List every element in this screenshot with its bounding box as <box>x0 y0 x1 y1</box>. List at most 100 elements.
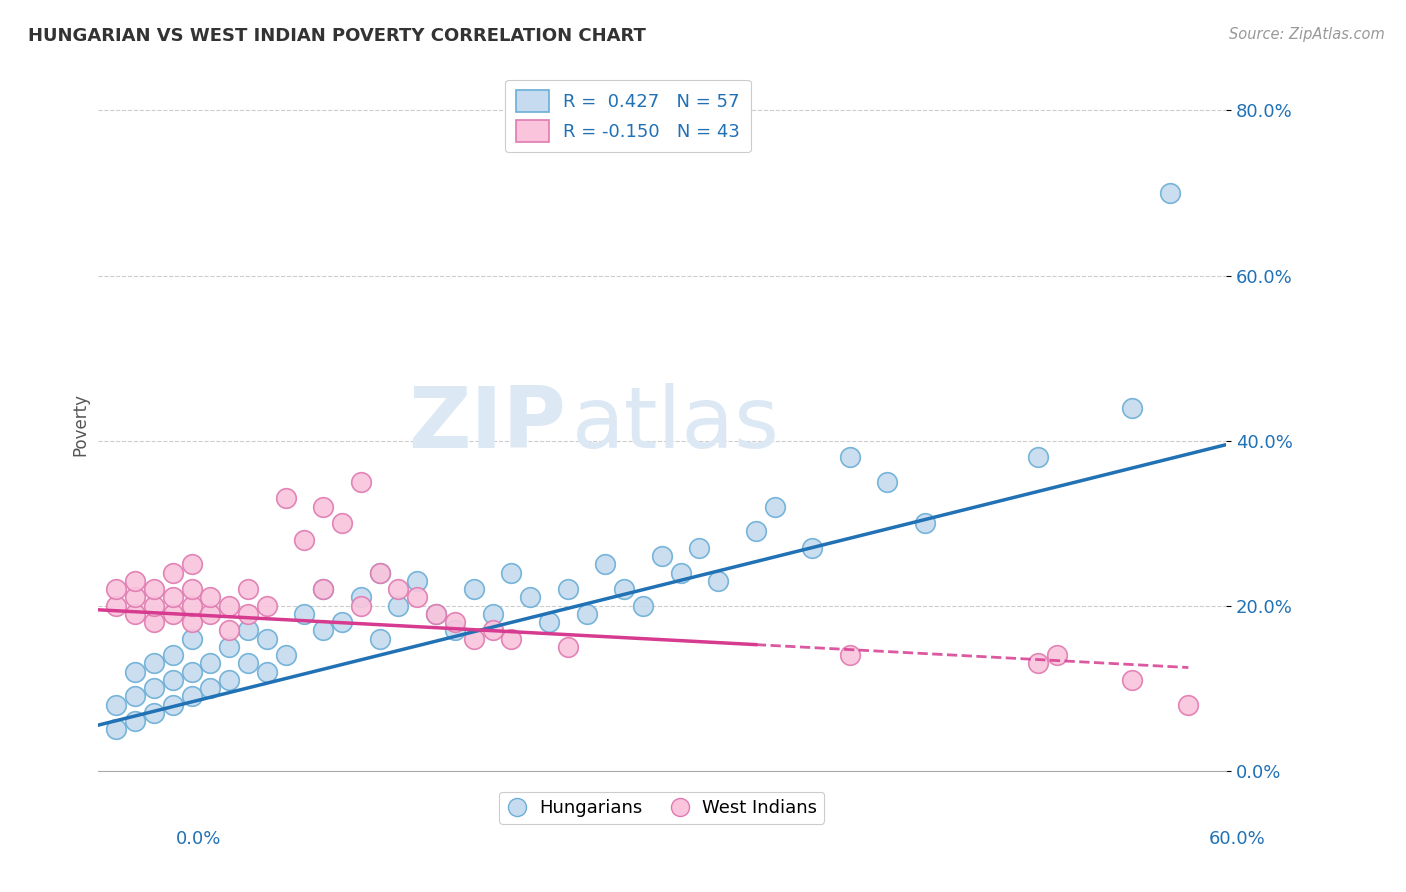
Point <box>557 640 579 654</box>
Point <box>1177 698 1199 712</box>
Point <box>501 566 523 580</box>
Point <box>312 582 335 596</box>
Point <box>180 558 202 572</box>
Text: HUNGARIAN VS WEST INDIAN POVERTY CORRELATION CHART: HUNGARIAN VS WEST INDIAN POVERTY CORRELA… <box>28 27 645 45</box>
Point <box>105 599 128 613</box>
Point <box>180 599 202 613</box>
Point <box>180 582 202 596</box>
Point <box>1026 450 1049 464</box>
Point <box>274 491 297 506</box>
Point <box>330 615 353 629</box>
Text: 60.0%: 60.0% <box>1209 830 1265 847</box>
Point <box>200 657 222 671</box>
Point <box>143 657 166 671</box>
Point <box>294 607 316 621</box>
Point <box>124 690 146 704</box>
Point <box>256 665 278 679</box>
Point <box>180 615 202 629</box>
Point <box>143 615 166 629</box>
Point <box>236 582 259 596</box>
Point <box>631 599 654 613</box>
Point <box>707 574 730 588</box>
Point <box>519 591 541 605</box>
Point <box>143 706 166 720</box>
Point <box>745 524 768 539</box>
Point <box>688 541 710 555</box>
Point <box>838 450 860 464</box>
Point <box>387 599 409 613</box>
Point <box>200 591 222 605</box>
Point <box>330 516 353 530</box>
Point <box>218 673 240 687</box>
Point <box>1046 648 1069 662</box>
Point <box>218 640 240 654</box>
Point <box>463 582 485 596</box>
Point <box>105 698 128 712</box>
Point <box>406 591 429 605</box>
Point <box>124 714 146 728</box>
Point <box>425 607 447 621</box>
Point <box>143 681 166 695</box>
Legend: Hungarians, West Indians: Hungarians, West Indians <box>499 791 824 824</box>
Point <box>256 632 278 646</box>
Point <box>200 681 222 695</box>
Point <box>312 500 335 514</box>
Point <box>236 607 259 621</box>
Point <box>1121 673 1143 687</box>
Point <box>256 599 278 613</box>
Point <box>124 665 146 679</box>
Text: ZIP: ZIP <box>408 383 565 466</box>
Point <box>914 516 936 530</box>
Point <box>350 599 373 613</box>
Point <box>876 475 898 489</box>
Point <box>1159 186 1181 200</box>
Point <box>312 582 335 596</box>
Text: atlas: atlas <box>571 383 779 466</box>
Point <box>481 607 503 621</box>
Point <box>124 591 146 605</box>
Point <box>350 591 373 605</box>
Point <box>444 615 467 629</box>
Point <box>368 566 391 580</box>
Point <box>105 582 128 596</box>
Point <box>218 599 240 613</box>
Point <box>463 632 485 646</box>
Point <box>387 582 409 596</box>
Y-axis label: Poverty: Poverty <box>72 392 89 456</box>
Point <box>236 624 259 638</box>
Point <box>312 624 335 638</box>
Point <box>763 500 786 514</box>
Point <box>180 690 202 704</box>
Point <box>105 723 128 737</box>
Point <box>838 648 860 662</box>
Point <box>274 648 297 662</box>
Point <box>406 574 429 588</box>
Point <box>368 566 391 580</box>
Point <box>537 615 560 629</box>
Point <box>162 591 184 605</box>
Point <box>425 607 447 621</box>
Point <box>575 607 598 621</box>
Point <box>801 541 824 555</box>
Point <box>595 558 617 572</box>
Point <box>294 533 316 547</box>
Point <box>651 549 673 563</box>
Point <box>557 582 579 596</box>
Point <box>218 624 240 638</box>
Point <box>180 632 202 646</box>
Point <box>124 607 146 621</box>
Text: Source: ZipAtlas.com: Source: ZipAtlas.com <box>1229 27 1385 42</box>
Point <box>162 566 184 580</box>
Point <box>200 607 222 621</box>
Point <box>1121 401 1143 415</box>
Point <box>162 648 184 662</box>
Point <box>1026 657 1049 671</box>
Text: 0.0%: 0.0% <box>176 830 221 847</box>
Point <box>481 624 503 638</box>
Point <box>162 698 184 712</box>
Point <box>350 475 373 489</box>
Point <box>162 673 184 687</box>
Point <box>669 566 692 580</box>
Point <box>613 582 636 596</box>
Point <box>368 632 391 646</box>
